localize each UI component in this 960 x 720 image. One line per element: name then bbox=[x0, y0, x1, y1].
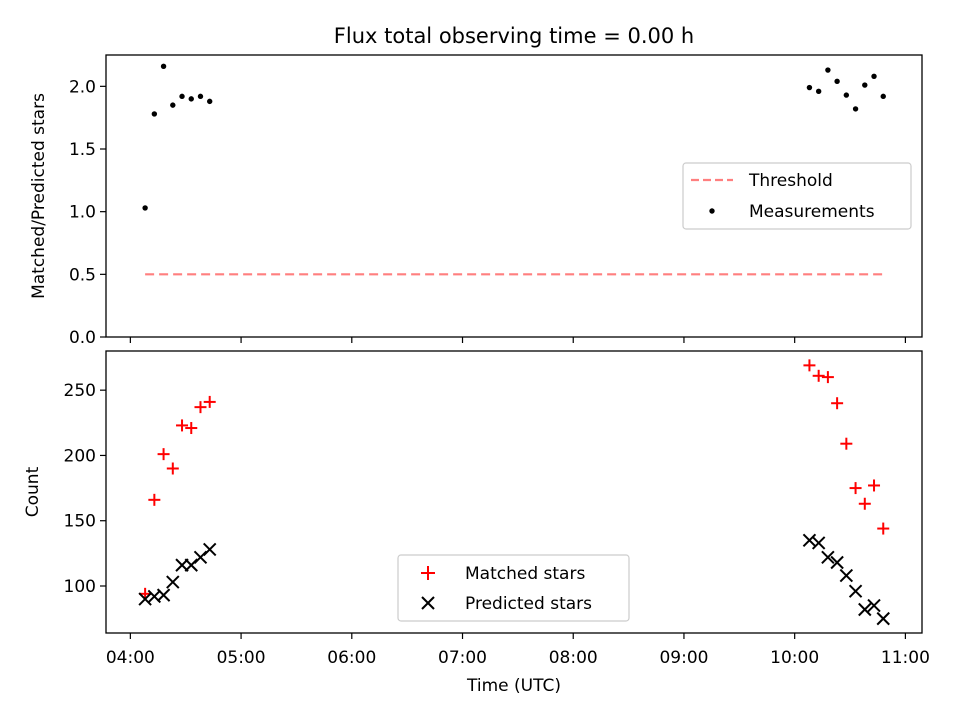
counts-y-axis-label: Count bbox=[23, 466, 43, 517]
matched-stars-point bbox=[821, 371, 834, 384]
measurement-point bbox=[843, 92, 850, 98]
x-tick-label: 11:00 bbox=[881, 648, 930, 668]
x-tick-label: 04:00 bbox=[106, 648, 155, 668]
x-axis-label: Time (UTC) bbox=[466, 676, 561, 696]
matched-stars-point bbox=[203, 395, 216, 408]
measurement-point bbox=[188, 96, 194, 102]
predicted-stars-point bbox=[867, 598, 881, 613]
matched-stars-point bbox=[803, 359, 816, 372]
matched-stars-point bbox=[194, 401, 207, 414]
counts-x-ticks: 04:00 05:00 06:00 07:00 08:00 09:00 10:00 11:00 bbox=[106, 633, 930, 668]
matched-stars-point bbox=[831, 397, 844, 410]
measurement-point bbox=[825, 67, 831, 73]
figure-title: Flux total observing time = 0.00 h bbox=[334, 24, 694, 48]
ratio-legend-box bbox=[682, 162, 912, 230]
measurement-point bbox=[871, 73, 877, 80]
matched-stars-point bbox=[176, 419, 189, 432]
legend-measurements-swatch bbox=[709, 208, 715, 214]
counts-legend: Matched stars Predicted stars bbox=[397, 554, 630, 622]
predicted-stars-point bbox=[202, 542, 217, 557]
ratio-legend: Threshold Measurements bbox=[682, 162, 912, 230]
ratio-panel: 0.00.51.01.52.0 Matched/Predicted stars … bbox=[29, 54, 923, 348]
measurement-point bbox=[179, 93, 185, 100]
legend-matched-label: Matched stars bbox=[465, 564, 585, 584]
y-tick-label: 1.5 bbox=[69, 140, 96, 160]
x-tick-label: 07:00 bbox=[438, 648, 487, 668]
measurement-point bbox=[806, 84, 813, 91]
ratio-marks bbox=[142, 63, 886, 276]
measurement-point bbox=[880, 93, 886, 100]
y-tick-label: 200 bbox=[64, 446, 96, 466]
measurement-point bbox=[207, 98, 213, 105]
predicted-stars-point bbox=[156, 588, 171, 602]
counts-panel: 100 150 200 250 04:00 05:00 06:00 07:00 08:00 09… bbox=[23, 350, 930, 696]
legend-threshold-label: Threshold bbox=[748, 171, 833, 191]
matched-stars-point bbox=[877, 522, 890, 535]
measurement-point bbox=[151, 111, 158, 117]
y-tick-label: 250 bbox=[64, 381, 96, 401]
measurement-point bbox=[862, 82, 868, 88]
y-tick-label: 0.0 bbox=[69, 328, 96, 348]
predicted-stars-point bbox=[811, 536, 826, 550]
matched-stars-point bbox=[858, 497, 871, 510]
counts-marks bbox=[138, 359, 890, 626]
matched-stars-point bbox=[840, 437, 853, 450]
counts-y-ticks: 100 150 200 250 bbox=[64, 381, 106, 597]
measurement-point bbox=[142, 205, 148, 211]
predicted-stars-point bbox=[839, 568, 854, 583]
predicted-stars-point bbox=[876, 611, 890, 626]
y-tick-label: 100 bbox=[64, 577, 96, 597]
matched-stars-point bbox=[849, 482, 862, 495]
predicted-stars-point bbox=[858, 602, 872, 617]
y-tick-label: 150 bbox=[64, 512, 96, 532]
predicted-stars-point bbox=[848, 584, 863, 598]
measurement-point bbox=[834, 78, 840, 85]
x-tick-label: 05:00 bbox=[217, 648, 266, 668]
y-tick-label: 0.5 bbox=[69, 265, 96, 285]
ratio-y-ticks: 0.0 0.5 1.0 1.5 2.0 bbox=[69, 77, 106, 348]
legend-predicted-swatch bbox=[421, 596, 435, 610]
matched-stars-point bbox=[185, 422, 198, 435]
x-tick-label: 08:00 bbox=[549, 648, 598, 668]
matched-stars-point bbox=[812, 369, 825, 382]
matched-stars-point bbox=[868, 479, 881, 492]
measurement-point bbox=[852, 106, 859, 112]
ratio-x-ticks bbox=[129, 337, 906, 343]
measurement-point bbox=[160, 63, 167, 69]
x-tick-label: 06:00 bbox=[327, 648, 376, 668]
counts-legend-box bbox=[397, 554, 630, 622]
y-tick-label: 1.0 bbox=[69, 203, 96, 223]
y-tick-label: 2.0 bbox=[69, 77, 96, 97]
ratio-y-axis-label: Matched/Predicted stars bbox=[29, 93, 49, 299]
matched-stars-point bbox=[157, 448, 170, 461]
measurement-point bbox=[815, 88, 822, 95]
measurement-point bbox=[170, 102, 176, 108]
legend-predicted-label: Predicted stars bbox=[465, 594, 592, 614]
ratio-axes-frame bbox=[105, 54, 923, 338]
counts-axes-frame bbox=[105, 350, 923, 634]
matched-stars-point bbox=[166, 462, 179, 475]
predicted-stars-point bbox=[166, 575, 180, 589]
matched-stars-point bbox=[148, 493, 161, 506]
predicted-stars-point bbox=[821, 550, 835, 564]
measurement-point bbox=[197, 93, 204, 100]
legend-matched-swatch bbox=[421, 566, 435, 580]
predicted-stars-point bbox=[830, 555, 844, 570]
x-tick-label: 09:00 bbox=[659, 648, 708, 668]
x-tick-label: 10:00 bbox=[770, 648, 819, 668]
legend-measurements-label: Measurements bbox=[749, 202, 875, 222]
